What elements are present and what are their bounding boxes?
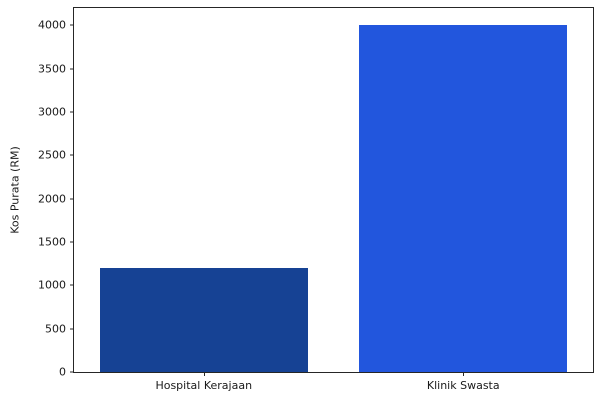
bar-klinik-swasta xyxy=(359,25,568,372)
y-tick-label: 0 xyxy=(59,365,66,379)
y-tick-mark xyxy=(70,241,74,243)
y-tick-label: 500 xyxy=(45,322,66,336)
y-tick-label: 3000 xyxy=(38,105,66,119)
y-tick-label: 4000 xyxy=(38,18,66,32)
y-tick-label: 2000 xyxy=(38,192,66,206)
y-tick-mark xyxy=(70,284,74,286)
y-axis-label: Kos Purata (RM) xyxy=(8,146,22,234)
x-tick-mark xyxy=(203,372,205,376)
bar-hospital-kerajaan xyxy=(99,268,308,372)
x-tick-label: Hospital Kerajaan xyxy=(155,379,253,392)
y-tick-label: 3500 xyxy=(38,62,66,76)
y-tick-label: 1000 xyxy=(38,278,66,292)
y-tick-mark xyxy=(70,111,74,113)
y-tick-mark xyxy=(70,371,74,373)
y-tick-mark xyxy=(70,328,74,330)
y-tick-mark xyxy=(70,24,74,26)
x-tick-label: Klinik Swasta xyxy=(426,379,500,392)
y-tick-label: 2500 xyxy=(38,148,66,162)
y-tick-mark xyxy=(70,154,74,156)
y-tick-label: 1500 xyxy=(38,235,66,249)
y-tick-mark xyxy=(70,198,74,200)
plot-area: 0 500 1000 1500 2000 2500 3000 3500 4000 Hospital… xyxy=(38,7,594,391)
y-tick-mark xyxy=(70,68,74,70)
x-tick-mark xyxy=(463,372,465,376)
